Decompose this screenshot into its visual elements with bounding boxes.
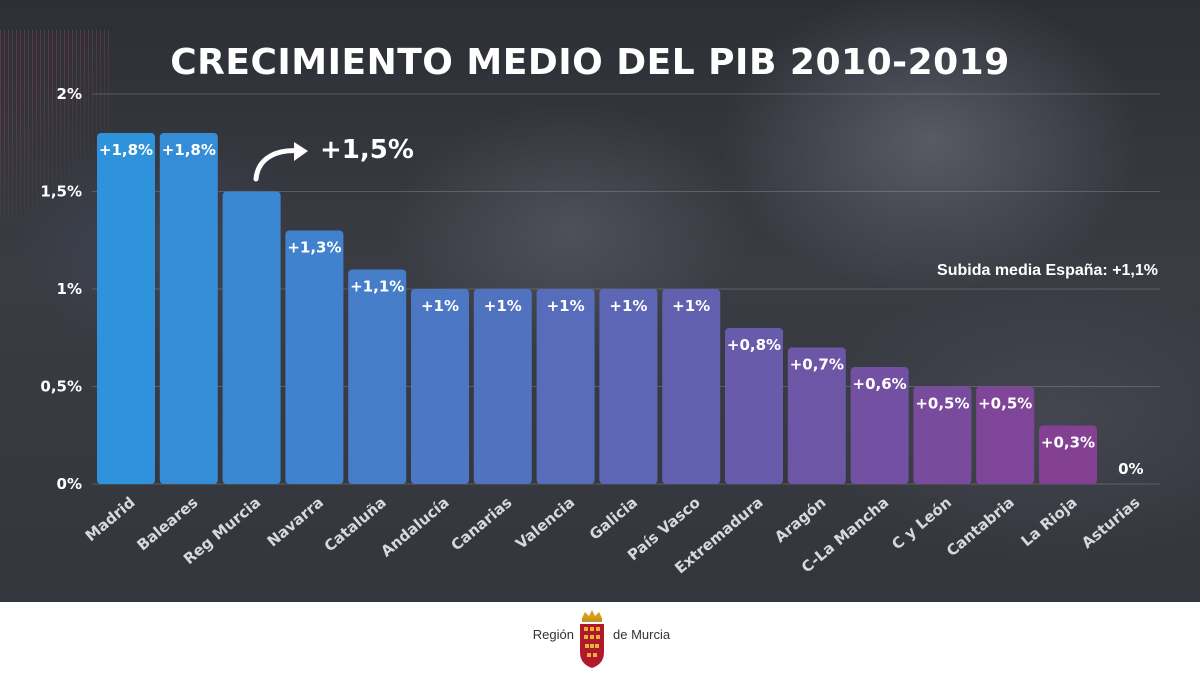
- y-tick-label: 0,5%: [40, 378, 82, 396]
- y-tick-label: 1%: [57, 280, 82, 298]
- data-label: +1%: [672, 297, 710, 315]
- logo-text-left: Región: [532, 627, 574, 642]
- data-label: +1%: [484, 297, 522, 315]
- data-label: +0,6%: [853, 375, 907, 393]
- data-label: +1%: [547, 297, 585, 315]
- bar-chart: +1,8% +1,8% +1,3% +1,1% +1% +1% +1% +1% +1% +0,8%…: [40, 85, 1144, 578]
- bar-2: [222, 191, 281, 484]
- bar-5: [411, 289, 469, 484]
- spain-average-note: Subida media España: +1,1%: [937, 262, 1158, 279]
- x-tick-label: Navarra: [264, 493, 327, 550]
- x-tick-label: Cantabria: [943, 493, 1018, 560]
- logo-text-right: de Murcia: [613, 627, 671, 642]
- crest-icon: [580, 610, 604, 668]
- bar-13: [913, 386, 972, 484]
- data-label: +1%: [609, 297, 647, 315]
- data-label: +0,8%: [727, 336, 781, 354]
- y-tick-label: 0%: [57, 475, 82, 493]
- x-tick-label: Asturias: [1078, 493, 1143, 552]
- x-tick-label: Valencia: [512, 493, 578, 552]
- x-tick-label: Canarias: [447, 493, 515, 554]
- y-tick-label: 1,5%: [40, 183, 82, 201]
- data-label: +1,8%: [162, 141, 216, 159]
- data-label: +1%: [421, 297, 459, 315]
- curved-arrow-icon: [253, 142, 308, 182]
- x-tick-label: Aragón: [771, 493, 829, 546]
- y-tick-label: 2%: [57, 85, 82, 103]
- x-tick-label: Andalucía: [377, 493, 452, 560]
- decorative-stripes: [0, 30, 110, 220]
- data-label: +0,7%: [790, 356, 844, 374]
- bar-11: [787, 347, 846, 484]
- bar-7: [536, 289, 595, 484]
- bar-4: [348, 269, 407, 484]
- data-label: +1,3%: [287, 239, 341, 257]
- bar-14: [976, 386, 1035, 484]
- chart-title: CRECIMIENTO MEDIO DEL PIB 2010-2019: [170, 42, 1010, 83]
- x-tick-label: Galicia: [586, 493, 641, 543]
- callout-value: +1,5%: [320, 135, 414, 165]
- bar-3: [285, 230, 344, 484]
- data-label: +0,3%: [1041, 434, 1095, 452]
- bar-8: [599, 289, 658, 484]
- bar-15: [1039, 425, 1097, 484]
- bar-9: [662, 289, 721, 484]
- x-tick-label: Madrid: [82, 493, 139, 545]
- data-label: +0,5%: [978, 395, 1032, 413]
- x-tick-label: La Rioja: [1018, 493, 1081, 550]
- bar-1: [159, 133, 218, 484]
- data-label: +1,8%: [99, 141, 153, 159]
- bar-6: [473, 289, 532, 484]
- data-label: +0,5%: [915, 395, 969, 413]
- bar-10: [725, 328, 783, 484]
- data-label: +1,1%: [350, 278, 404, 296]
- chart-panel: CRECIMIENTO MEDIO DEL PIB 2010-2019 +1,8…: [0, 0, 1200, 602]
- data-label: 0%: [1118, 460, 1143, 478]
- bar-0: [97, 133, 155, 484]
- footer: Región de Murcia: [0, 602, 1200, 675]
- bar-12: [850, 367, 909, 484]
